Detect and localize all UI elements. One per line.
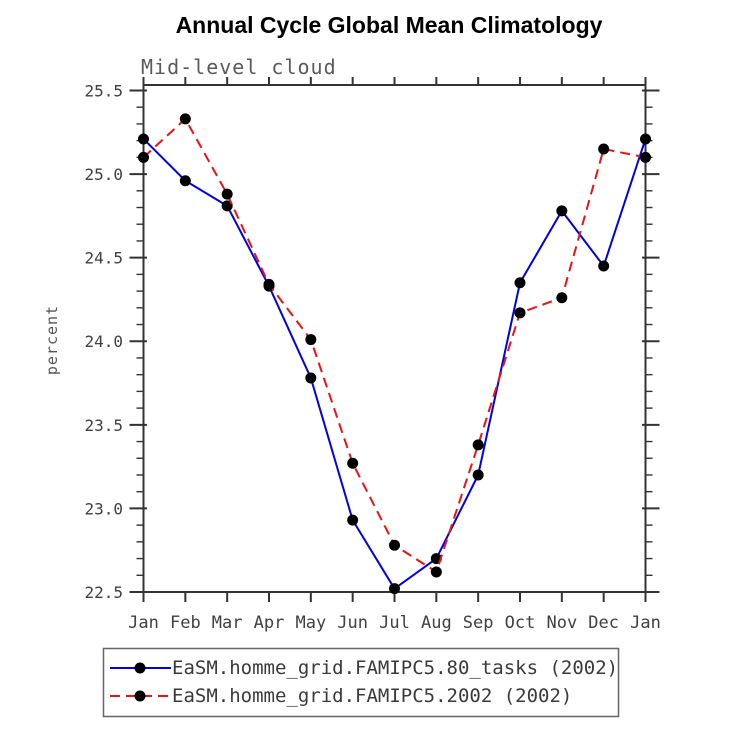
x-tick-label: Oct: [505, 613, 536, 633]
data-point: [598, 143, 610, 155]
y-tick-label: 23.0: [84, 499, 123, 518]
x-tick-label: Jan: [630, 613, 661, 633]
data-point: [221, 200, 233, 212]
data-point: [389, 539, 400, 551]
y-axis-label: percent: [43, 305, 61, 375]
series-line-0: [142, 138, 647, 591]
data-point: [640, 151, 651, 163]
data-point: [598, 260, 610, 272]
data-point: [305, 372, 317, 384]
data-point: [179, 113, 191, 125]
x-tick-label: Feb: [170, 613, 201, 633]
legend-item-series-0: EaSM.homme_grid.FAMIPC5.80_tasks (2002): [110, 657, 618, 679]
legend: EaSM.homme_grid.FAMIPC5.80_tasks (2002) …: [102, 647, 620, 718]
data-point: [221, 188, 233, 200]
data-point: [514, 277, 526, 289]
data-point: [305, 334, 317, 346]
data-point: [138, 151, 149, 163]
data-point: [514, 307, 526, 319]
legend-marker-dot: [134, 662, 146, 674]
data-point: [472, 469, 484, 481]
x-tick-label: Jan: [128, 613, 159, 633]
chart-subtitle: Mid-level cloud: [141, 55, 337, 79]
y-tick-label: 24.5: [84, 249, 123, 268]
data-point: [640, 133, 651, 145]
data-point: [138, 133, 149, 145]
data-point: [556, 205, 568, 217]
x-tick-label: Sep: [463, 613, 494, 633]
y-tick-label: 23.5: [84, 416, 123, 435]
data-point: [347, 514, 359, 526]
data-point: [556, 292, 568, 304]
y-tick-label: 22.5: [84, 583, 123, 602]
data-point: [179, 175, 191, 187]
y-tick-label: 25.0: [84, 165, 123, 184]
legend-label-series-0: EaSM.homme_grid.FAMIPC5.80_tasks (2002): [172, 657, 618, 679]
axes: Jan Feb Mar Apr May Jun Jul Aug Sep Oct Nov Dec Jan 2…: [84, 77, 661, 633]
x-tick-label: Mar: [212, 613, 243, 633]
y-tick-label: 25.5: [84, 81, 123, 100]
x-tick-label: Jun: [337, 613, 368, 633]
x-tick-label: Nov: [546, 613, 577, 633]
chart-title: Annual Cycle Global Mean Climatology: [176, 12, 603, 38]
x-tick-label: Jul: [379, 613, 410, 633]
data-point: [389, 583, 400, 595]
data-point: [347, 457, 359, 469]
x-tick-label: Dec: [588, 613, 619, 633]
legend-box: [102, 647, 620, 718]
data-point: [430, 566, 442, 578]
data-series: [138, 113, 651, 595]
data-point: [263, 278, 275, 290]
legend-marker-dot: [134, 690, 146, 702]
legend-item-series-1: EaSM.homme_grid.FAMIPC5.2002 (2002): [110, 685, 572, 707]
x-tick-label: May: [295, 613, 326, 633]
x-tick-label: Aug: [421, 613, 452, 633]
x-tick-label: Apr: [254, 613, 285, 633]
data-point: [472, 439, 484, 451]
y-tick-label: 24.0: [84, 332, 123, 351]
series-line-1: [142, 117, 646, 574]
plot-frame: [142, 84, 647, 593]
legend-label-series-1: EaSM.homme_grid.FAMIPC5.2002 (2002): [172, 685, 572, 707]
